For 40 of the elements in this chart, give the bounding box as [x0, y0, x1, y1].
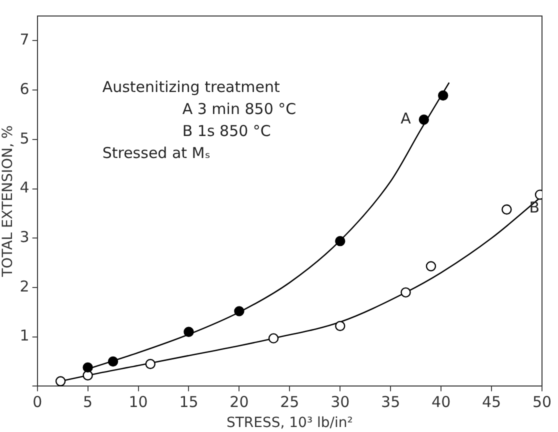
point — [502, 204, 512, 215]
y-axis-title: TOTAL EXTENSION, % — [0, 125, 16, 278]
x-tick-label: 25 — [280, 393, 300, 412]
annotation: B — [529, 198, 540, 216]
x-tick-label: 40 — [432, 393, 451, 412]
y-tick-label: 3 — [20, 228, 30, 246]
annotation: Stressed at Mₛ — [102, 144, 210, 162]
point — [438, 90, 448, 101]
x-tick-label: 10 — [128, 393, 148, 412]
point — [335, 236, 346, 246]
annotation: A — [400, 110, 412, 128]
x-axis-title: STRESS, 10³ lb/in² — [226, 415, 353, 432]
annotation: A 3 min 850 °C — [182, 100, 296, 118]
point — [145, 358, 156, 370]
x-tick-label: 35 — [381, 393, 400, 412]
y-tick-label: 5 — [20, 129, 30, 148]
annotation: B 1s 850 °C — [182, 122, 271, 140]
annotation: Austenitizing treatment — [102, 78, 280, 96]
point — [426, 261, 436, 272]
point — [234, 306, 244, 316]
y-tick-label: 7 — [20, 30, 30, 49]
point — [108, 356, 118, 367]
x-tick-label: 20 — [230, 393, 249, 412]
y-tick-label: 4 — [20, 178, 30, 197]
y-tick-label: 1 — [20, 326, 30, 345]
x-tick-label: 15 — [179, 393, 198, 412]
x-tick-label: 5 — [83, 393, 93, 412]
x-tick-label: 45 — [482, 393, 502, 412]
point — [184, 326, 194, 338]
y-tick-label: 2 — [20, 277, 30, 296]
y-tick-label: 6 — [20, 80, 30, 98]
point — [400, 287, 411, 298]
x-tick-label: 0 — [32, 393, 42, 412]
point — [82, 362, 93, 373]
point — [55, 376, 66, 386]
point — [418, 114, 430, 125]
point — [268, 333, 279, 344]
x-tick-label: 30 — [330, 393, 350, 412]
point — [335, 320, 346, 332]
x-tick-label: 50 — [532, 393, 552, 412]
